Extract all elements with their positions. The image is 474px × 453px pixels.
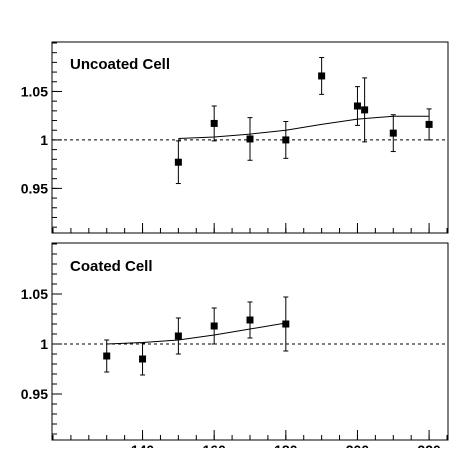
x-tick-label: 180: [274, 442, 298, 448]
data-point: [318, 72, 326, 80]
data-point: [174, 158, 182, 166]
uncoated-cell-panel: Uncoated Cell 0.95 1 1.05: [21, 41, 449, 234]
data-point: [246, 316, 254, 324]
data-point: [103, 352, 111, 360]
x-tick-label: 140: [131, 442, 155, 448]
data-point: [353, 102, 361, 110]
x-tick-label: 220: [417, 442, 441, 448]
data-point: [210, 119, 218, 127]
data-point: [361, 106, 369, 114]
data-point: [425, 120, 433, 128]
y-tick-label: 1.05: [21, 83, 48, 99]
y-tick-label: 1.05: [21, 286, 48, 302]
fit-curve: [106, 322, 286, 345]
x-tick-label: 200: [346, 442, 370, 448]
y-tick-label: 0.95: [21, 180, 48, 196]
fit-curve: [178, 115, 430, 139]
coated-cell-panel: Coated Cell 0.95 1 1.05 140 160 180 200 220: [21, 242, 449, 453]
data-point: [389, 129, 397, 137]
data-point: [139, 355, 147, 363]
x-tick-label: 160: [203, 442, 227, 448]
panel-title: Coated Cell: [70, 258, 153, 275]
y-tick-label: 1: [40, 132, 48, 148]
panel-title: Uncoated Cell: [70, 56, 170, 73]
data-point: [210, 322, 218, 330]
data-point: [174, 332, 182, 340]
data-point: [282, 320, 290, 328]
data-point: [246, 135, 254, 143]
y-tick-label: 1: [40, 336, 48, 352]
y-tick-label: 0.95: [21, 386, 48, 402]
data-point: [282, 136, 290, 144]
